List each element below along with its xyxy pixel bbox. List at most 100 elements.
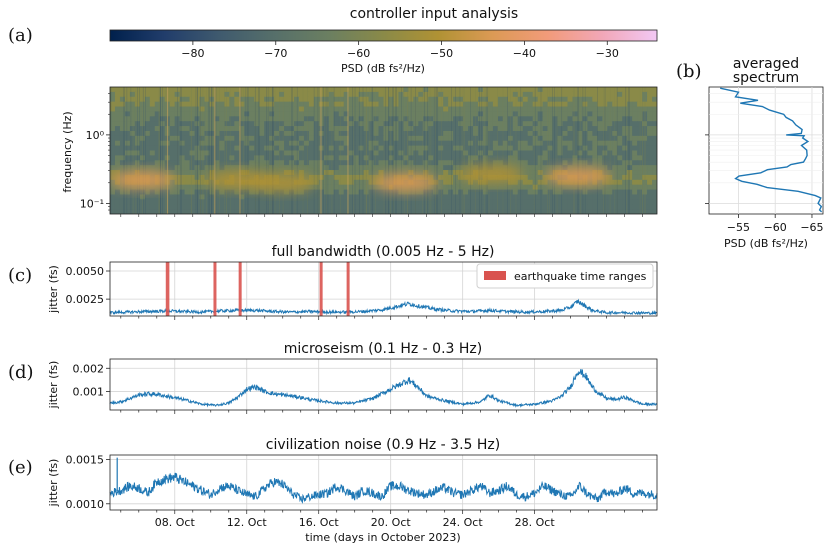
spectrogram-cell: [338, 140, 345, 147]
spectrogram-cell: [199, 165, 206, 171]
spectrogram-cell: [194, 96, 201, 103]
spectrogram-cell: [214, 116, 220, 122]
spectrogram-cell: [303, 87, 310, 93]
spectrogram-cell: [149, 87, 156, 93]
spectrogram-cell: [587, 121, 593, 127]
spectrogram-cell: [443, 165, 449, 171]
spectrogram-cell: [602, 184, 608, 191]
spectrogram-cell: [492, 91, 499, 98]
spectrogram-cell: [428, 199, 434, 205]
spectrogram-cell: [209, 170, 216, 176]
spectrogram-cell: [134, 160, 141, 166]
spectrogram-cell: [318, 209, 325, 214]
spectrogram-cell: [139, 116, 146, 122]
spectrogram-cell: [318, 116, 325, 122]
spectrogram-cell: [383, 204, 390, 210]
spectrogram-cell: [443, 96, 449, 103]
spectrogram-cell: [408, 189, 414, 196]
spectrogram-cell: [453, 179, 459, 186]
spectrogram-cell: [254, 121, 260, 127]
spectrogram-cell: [463, 135, 469, 142]
spectrogram-cell: [274, 199, 280, 205]
spectrogram-cell: [398, 150, 404, 156]
spectrogram-cell: [627, 126, 633, 132]
spectrogram-cell: [463, 150, 469, 156]
spectrogram-cell: [428, 160, 434, 166]
spectrogram-cell: [159, 155, 166, 161]
spectrogram-cell: [129, 101, 136, 108]
spectrogram-cell: [194, 87, 201, 93]
spectrogram-cell: [313, 135, 320, 142]
spectrogram-cell: [577, 204, 584, 210]
spectrogram-cell: [408, 145, 414, 152]
spectrogram-cell: [562, 145, 569, 152]
spectrogram-cell: [443, 135, 449, 142]
spectrogram-cell: [114, 145, 121, 152]
spectrogram-cell: [487, 150, 494, 156]
spectrogram-cell: [124, 155, 131, 161]
spectrogram-cell: [373, 106, 380, 113]
spectrogram-cell: [149, 111, 156, 117]
spectrogram-cell: [458, 189, 464, 196]
spectrogram-cell: [269, 135, 275, 142]
spectrogram-cell: [428, 204, 434, 210]
spectrogram-cell: [114, 189, 121, 196]
spectrogram-cell: [527, 150, 534, 156]
spectrogram-cell: [438, 106, 444, 113]
spectrogram-cell: [582, 130, 588, 137]
spectrogram-cell: [632, 194, 638, 200]
spectrogram-cell: [144, 91, 151, 98]
spectrogram-cell: [497, 160, 504, 166]
spectrogram-cell: [293, 199, 300, 205]
spectrogram-cell: [204, 184, 211, 191]
spectrogram-cell: [398, 165, 404, 171]
spectrogram-cell: [214, 101, 220, 108]
spectrogram-cell: [144, 140, 151, 147]
spectrogram-cell: [557, 165, 564, 171]
spectrogram-cell: [497, 204, 504, 210]
spectrogram-cell: [547, 87, 554, 93]
spectrogram-cell: [358, 91, 365, 98]
spectrogram-cell: [477, 130, 484, 137]
spectrogram-cell: [542, 87, 549, 93]
spectrogram-cell: [388, 91, 395, 98]
spectrogram-cell: [209, 155, 216, 161]
spectrogram-cell: [468, 116, 474, 122]
spectrogram-cell: [234, 209, 240, 214]
spectrogram-cell: [110, 130, 116, 137]
spectrogram-cell: [517, 111, 524, 117]
spectrogram-cell: [353, 165, 360, 171]
spectrogram-cell: [482, 140, 489, 147]
spectrogram-cell: [587, 209, 593, 214]
spectrogram-cell: [254, 194, 260, 200]
spectrogram-cell: [348, 87, 355, 93]
spectrogram-cell: [129, 150, 136, 156]
spectrogram-cell: [502, 87, 509, 93]
spectrogram-cell: [433, 135, 439, 142]
spectrogram-cell: [428, 111, 434, 117]
spectrogram-cell: [423, 155, 429, 161]
spectrogram-cell: [303, 111, 310, 117]
spectrogram-cell: [259, 209, 265, 214]
spectrogram-cell: [184, 87, 191, 93]
spectrogram-cell: [637, 91, 643, 98]
spectrogram-cell: [517, 106, 524, 113]
spectrogram-cell: [587, 130, 593, 137]
spectrogram-cell: [592, 155, 598, 161]
spectrogram-cell: [333, 199, 340, 205]
spectrogram-cell: [537, 101, 544, 108]
spectrogram-cell: [343, 194, 350, 200]
spectrogram-cell: [542, 96, 549, 103]
spectrogram-cell: [194, 155, 201, 161]
spectrogram-cell: [522, 91, 529, 98]
spectrogram-cell: [363, 209, 370, 214]
spectrogram-cell: [144, 145, 151, 152]
spectrogram-cell: [189, 87, 196, 93]
spectrogram-cell: [428, 121, 434, 127]
spectrogram-cell: [264, 96, 270, 103]
spectrogram-cell: [393, 155, 400, 161]
spectrogram-cell: [403, 126, 409, 132]
spectrogram-cell: [274, 140, 280, 147]
spectrogram-cell: [612, 184, 618, 191]
spectrogram-cell: [204, 150, 211, 156]
